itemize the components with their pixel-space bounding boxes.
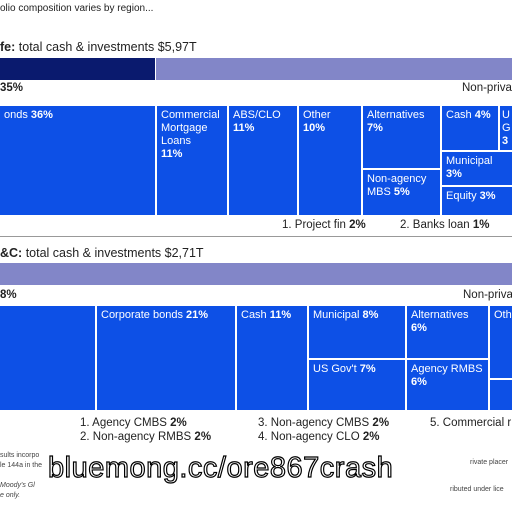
footnote: 2. Non-agency RMBS 2% xyxy=(80,431,211,443)
footer-line: ributed under lice xyxy=(450,486,504,493)
right-label: Non-priva xyxy=(463,289,512,301)
tile: Cash 11% xyxy=(237,306,307,410)
footnote: 3. Non-agency CMBS 2% xyxy=(258,417,389,429)
tile: ABS/CLO 11% xyxy=(229,106,297,215)
label: 5. Commercial r xyxy=(430,417,512,429)
tile: Alternatives 6% xyxy=(407,306,488,358)
label: 2% xyxy=(170,417,187,429)
section-total: total cash & investments $2,71T xyxy=(25,246,204,260)
label: Alternatives xyxy=(367,109,425,121)
label: 11% xyxy=(269,309,292,321)
tile: onds 36% xyxy=(0,106,155,215)
label: 6% xyxy=(411,322,427,334)
bar-nonprivate xyxy=(0,263,512,285)
tile: Non-agency MBS 5% xyxy=(363,170,440,215)
tile: Oth xyxy=(490,306,512,378)
label: 3. Non-agency CMBS xyxy=(258,417,370,429)
label: 2. Non-agency RMBS xyxy=(80,431,192,443)
tile: Cash 4% xyxy=(442,106,498,150)
left-share: 8% xyxy=(0,289,17,301)
tile: Agency RMBS 6% xyxy=(407,360,488,410)
label: 2% xyxy=(372,417,390,429)
label: Equity xyxy=(446,190,477,202)
footer-line: e only. xyxy=(0,492,21,499)
divider xyxy=(0,236,512,237)
label: 21% xyxy=(186,309,209,321)
footnote: 4. Non-agency CLO 2% xyxy=(258,431,379,443)
left-share: 35% xyxy=(0,82,24,94)
label: Other xyxy=(303,109,331,121)
tile xyxy=(0,306,95,410)
footnote: 2. Banks loan 1% xyxy=(400,219,490,231)
section-label: &C: xyxy=(0,246,23,260)
footnote: 1. Project fin 2% xyxy=(282,219,366,231)
label: 11% xyxy=(161,148,183,160)
label: 6% xyxy=(411,376,427,388)
tile: Equity 3% xyxy=(442,187,512,215)
watermark: bluemong.cc/ore867crash xyxy=(47,451,394,484)
label: 8% xyxy=(362,309,379,321)
footer-line: sults incorpo xyxy=(0,452,40,459)
tile: Corporate bonds 21% xyxy=(97,306,235,410)
label: Oth xyxy=(494,309,512,321)
section-header: &C: total cash & investments $2,71T xyxy=(0,246,204,260)
label: 4. Non-agency CLO xyxy=(258,431,360,443)
tile: Commercial Mortgage Loans 11% xyxy=(157,106,227,215)
label: Agency RMBS xyxy=(411,363,483,375)
label: ABS/CLO xyxy=(233,109,281,121)
label: Cash xyxy=(241,309,267,321)
section-total: total cash & investments $5,97T xyxy=(18,40,197,54)
label: 3% xyxy=(479,190,496,202)
bar-private xyxy=(0,58,155,80)
tile: Municipal 8% xyxy=(309,306,405,358)
label: 3% xyxy=(446,168,462,180)
footnote: 1. Agency CMBS 2% xyxy=(80,417,187,429)
label: Municipal xyxy=(446,155,493,167)
tile: Municipal 3% xyxy=(442,152,512,185)
label: U G xyxy=(502,109,511,134)
label: 36% xyxy=(30,109,53,121)
footnote: 5. Commercial r xyxy=(430,417,511,429)
label: US Gov't xyxy=(313,363,357,375)
label: 1% xyxy=(472,219,490,231)
label: 11% xyxy=(233,122,255,134)
label: 4% xyxy=(474,109,491,121)
label: onds xyxy=(4,109,28,121)
label: Municipal xyxy=(313,309,360,321)
tile: US Gov't 7% xyxy=(309,360,405,410)
label: 1. Agency CMBS xyxy=(80,417,167,429)
label: 10% xyxy=(303,122,326,134)
label: 7% xyxy=(359,363,376,375)
label: Corporate bonds xyxy=(101,309,183,321)
label: 2% xyxy=(194,431,212,443)
label: Alternatives xyxy=(411,309,469,321)
section-label: fe: xyxy=(0,40,16,54)
label: 2. Banks loan xyxy=(400,219,470,231)
bar-nonprivate xyxy=(156,58,512,80)
footer-line: rivate placer xyxy=(470,459,509,466)
right-label: Non-priva xyxy=(462,82,512,94)
footer-line: Moody's Gl xyxy=(0,482,35,489)
label: 7% xyxy=(367,122,383,134)
label: 2% xyxy=(362,431,380,443)
tile xyxy=(490,380,512,410)
title: olio composition varies by region... xyxy=(0,3,154,14)
label: Cash xyxy=(446,109,472,121)
label: 5% xyxy=(393,186,410,198)
footer-line: le 144a in the xyxy=(0,462,43,469)
tile: Other 10% xyxy=(299,106,361,215)
section-header: fe: total cash & investments $5,97T xyxy=(0,40,197,54)
label: 3 xyxy=(502,135,509,147)
label: Commercial Mortgage Loans xyxy=(161,109,220,147)
label: Non-agency MBS xyxy=(367,173,427,198)
label: 2% xyxy=(349,219,366,231)
tile: Alternatives 7% xyxy=(363,106,440,168)
label: 1. Project fin xyxy=(282,219,346,231)
